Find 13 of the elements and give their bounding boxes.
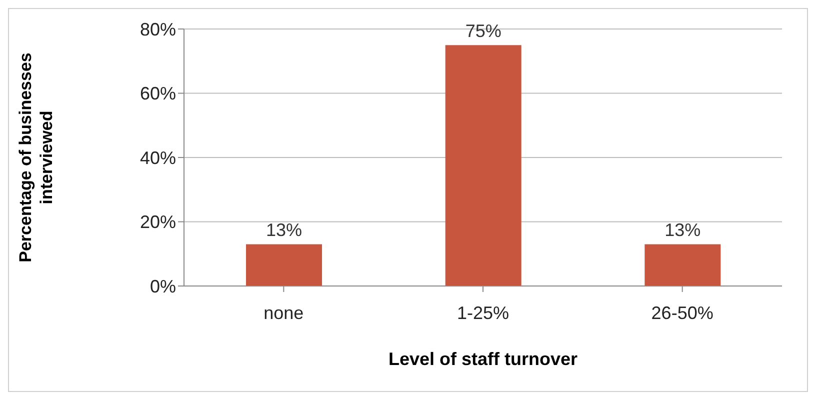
y-axis-title: Percentage of businesses interviewed [16,52,56,262]
y-tick-label: 80% [140,19,176,40]
x-axis-title: Level of staff turnover [388,349,578,369]
y-tick-label: 60% [140,84,176,104]
y-tick-label: 20% [140,212,176,232]
data-label: 13% [664,220,701,240]
y-tick-label: 40% [140,148,176,168]
x-tick-label: 1-25% [456,302,510,323]
x-tick-label: 26-50% [651,302,714,323]
x-tick-label: none [264,302,304,323]
data-label: 13% [266,220,302,240]
data-label: 75% [465,21,502,42]
y-tick-label: 0% [150,276,176,296]
